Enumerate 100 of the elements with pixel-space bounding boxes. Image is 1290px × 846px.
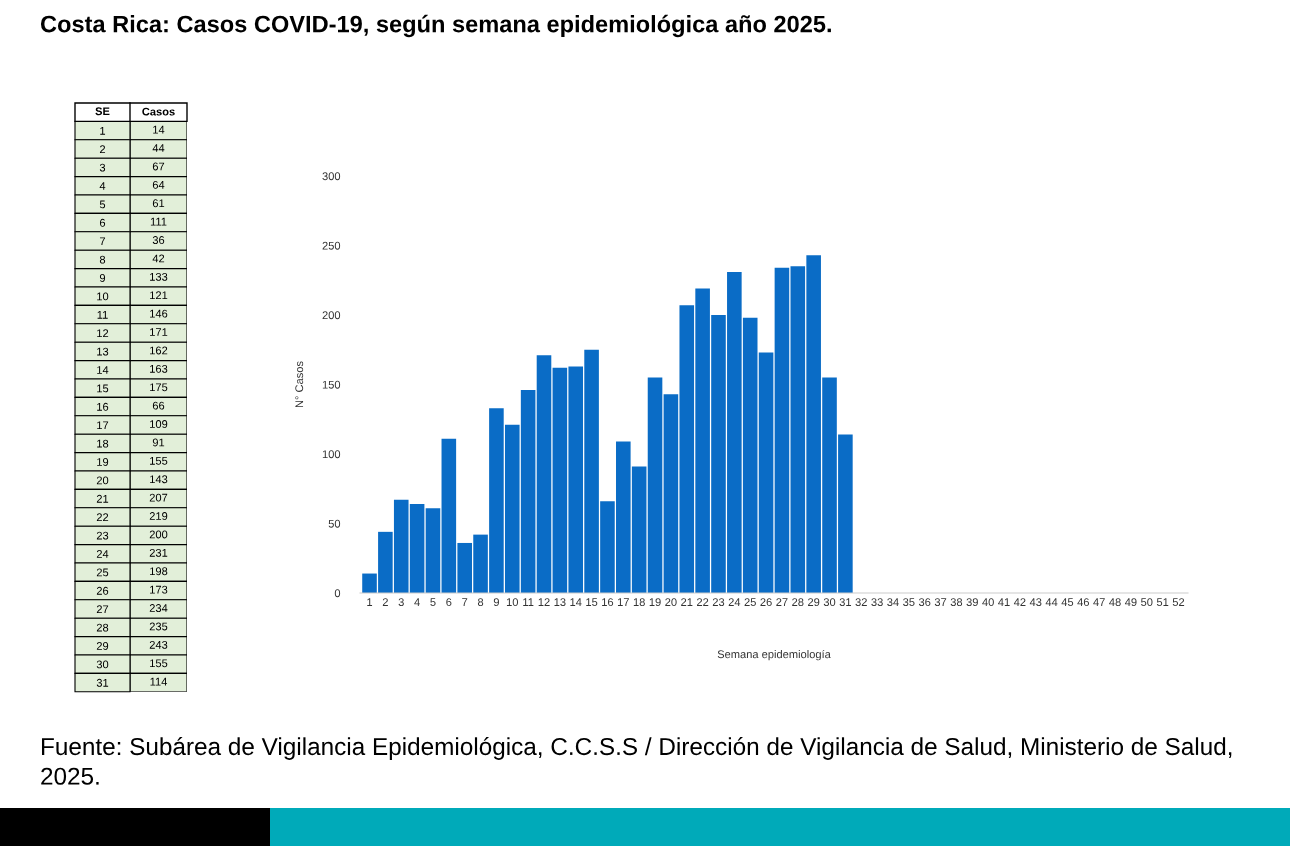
data-label: 111	[150, 217, 167, 226]
data-label: 219	[149, 512, 168, 520]
y-tick-label: 18	[97, 439, 109, 448]
y-tick-label: 19	[97, 458, 109, 466]
data-label: 200	[149, 530, 168, 539]
x-tick-label: 17	[617, 598, 629, 606]
x-tick-label: 40	[982, 598, 994, 607]
x-tick-label: 35	[903, 598, 915, 607]
x-tick-label: 26	[760, 598, 772, 607]
y-tick-label: 23	[96, 531, 109, 540]
x-tick-label: 19	[649, 598, 661, 607]
x-tick-label: 27	[776, 598, 788, 606]
data-label: 64	[152, 180, 165, 189]
x-tick-label: 22	[697, 598, 709, 606]
y-axis-title: SE	[95, 107, 110, 116]
data-label: 67	[152, 162, 165, 171]
bar	[536, 355, 552, 593]
x-tick-label: 11	[523, 598, 534, 606]
data-label: 61	[152, 199, 165, 208]
data-label: 44	[152, 144, 165, 152]
y-tick-label: 14	[97, 366, 109, 374]
x-tick-label: 50	[1141, 598, 1153, 607]
x-tick-label: 36	[918, 598, 931, 607]
x-tick-label: 47	[1093, 598, 1105, 606]
x-tick-label: 10	[506, 598, 519, 607]
x-tick-label: 18	[633, 598, 645, 607]
y-tick-label: 300	[322, 172, 341, 181]
x-tick-label: 15	[586, 598, 598, 607]
x-tick-label: 41	[998, 598, 1010, 606]
y-tick-label: 13	[97, 347, 109, 356]
data-label: 171	[150, 328, 168, 336]
data-label: 234	[149, 604, 168, 612]
x-tick-label: 16	[602, 598, 614, 607]
data-label: 173	[150, 585, 168, 594]
x-tick-label: 33	[871, 598, 883, 607]
data-label: 114	[150, 677, 168, 686]
x-tick-label: 24	[728, 598, 741, 606]
y-tick-label: 9	[99, 274, 106, 282]
x-tick-label: 32	[855, 598, 867, 607]
y-tick-label: 17	[97, 421, 109, 430]
x-tick-label: 3	[398, 598, 404, 607]
y-tick-label: 16	[97, 402, 109, 411]
y-tick-label: 5	[99, 200, 106, 209]
x-tick-label: 49	[1124, 598, 1137, 607]
y-tick-label: 7	[99, 237, 106, 246]
y-tick-label: 15	[97, 384, 109, 393]
data-label: 121	[150, 291, 168, 300]
data-label: 143	[150, 475, 168, 484]
x-tick-label: 37	[934, 598, 947, 607]
x-tick-label: 6	[446, 598, 452, 607]
x-tick-label: 34	[887, 598, 899, 607]
data-label: 109	[150, 420, 168, 428]
data-label: 91	[152, 438, 165, 447]
y-tick-label: 150	[322, 380, 341, 389]
y-tick-label: 28	[96, 623, 109, 632]
data-label: 66	[152, 401, 165, 410]
y-tick-label: 31	[96, 678, 109, 687]
data-label: 14	[153, 125, 165, 134]
x-tick-label: 28	[792, 598, 804, 607]
x-tick-label: 12	[538, 598, 550, 606]
data-label: 155	[150, 457, 168, 465]
y-axis-title: N° Casos	[295, 361, 304, 408]
x-tick-label: 31	[839, 598, 852, 607]
y-tick-label: 24	[96, 550, 109, 558]
x-tick-label: 39	[966, 598, 978, 607]
data-label: 231	[149, 548, 168, 557]
y-tick-label: 50	[328, 519, 341, 528]
x-tick-label: 14	[570, 598, 582, 606]
x-tick-label: 44	[1045, 598, 1058, 606]
data-label: 235	[149, 622, 168, 631]
x-tick-label: 46	[1077, 598, 1089, 607]
x-tick-label: 42	[1013, 598, 1026, 606]
y-tick-label: 8	[99, 255, 106, 264]
x-tick-label: 52	[1172, 598, 1185, 607]
y-tick-label: 3	[99, 163, 106, 172]
data-label: 36	[152, 236, 165, 244]
x-tick-label: 9	[493, 598, 499, 607]
x-tick-label: 23	[712, 598, 725, 607]
x-tick-label: 2	[382, 598, 388, 606]
y-tick-label: 100	[322, 450, 341, 459]
y-tick-label: 0	[334, 589, 341, 598]
y-tick-label: 29	[96, 642, 109, 650]
y-tick-label: 12	[97, 329, 109, 338]
x-tick-label: 48	[1109, 598, 1121, 607]
data-label: 42	[152, 254, 165, 263]
y-tick-label: 10	[97, 292, 109, 301]
bar	[647, 377, 663, 593]
y-tick-label: 200	[322, 311, 341, 320]
x-tick-label: 38	[950, 598, 963, 607]
x-tick-label: Casos	[142, 107, 175, 116]
data-label: 207	[149, 493, 168, 502]
x-tick-label: 1	[367, 598, 373, 606]
y-tick-label: 11	[97, 310, 108, 319]
x-tick-label: 43	[1029, 598, 1042, 607]
chart-title: Costa Rica: Casos COVID-19, según semana epidemiológica año 2025.	[40, 14, 831, 38]
y-tick-label: 21	[96, 494, 109, 503]
y-tick-label: 25	[96, 568, 109, 577]
y-tick-label: 250	[322, 241, 341, 250]
x-axis-title: Semana epidemiología	[717, 649, 831, 661]
x-tick-label: 7	[462, 598, 468, 606]
